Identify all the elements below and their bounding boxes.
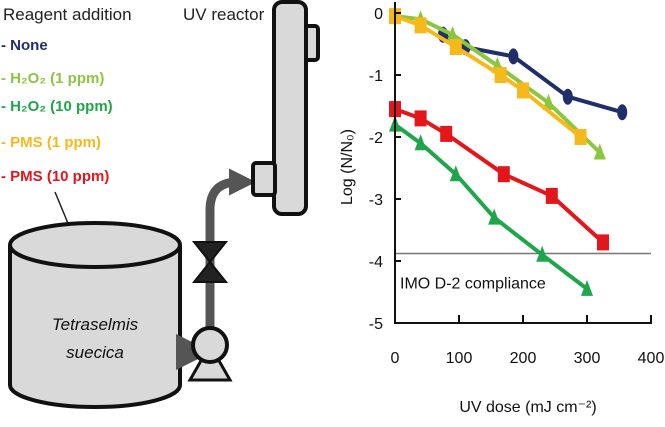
data-point — [440, 125, 453, 142]
data-point — [414, 17, 427, 34]
compliance-annotation: IMO D-2 compliance — [400, 276, 546, 293]
x-tick-label: 300 — [574, 350, 601, 367]
legend-title: Reagent addition — [3, 5, 132, 24]
data-point — [497, 166, 510, 183]
data-point — [449, 165, 462, 182]
legend-item-pms-1ppm: - PMS (1 ppm) — [1, 134, 101, 151]
legend-item-pms-10ppm: - PMS (10 ppm) — [1, 168, 109, 185]
y-tick-label: 0 — [374, 6, 383, 23]
y-axis-label: Log (N/N₀) — [339, 129, 356, 205]
reagent-legend: Reagent addition - None - H₂O₂ (1 ppm) -… — [1, 5, 132, 185]
data-point — [593, 143, 606, 160]
tank-label-line2: suecica — [66, 343, 124, 362]
y-tick-label: -2 — [369, 130, 383, 147]
pump-icon — [187, 326, 233, 382]
x-tick-label: 0 — [391, 350, 400, 367]
data-point — [542, 93, 555, 110]
uv-reactor: UV reactor — [183, 0, 320, 216]
data-point — [536, 245, 549, 262]
data-point — [597, 234, 609, 251]
y-tick-label: -4 — [369, 254, 383, 271]
legend-item-h2o2-1ppm: - H₂O₂ (1 ppm) — [1, 70, 104, 87]
data-point — [508, 48, 519, 65]
series-none — [438, 26, 628, 121]
data-point — [517, 82, 529, 99]
data-point — [414, 134, 427, 151]
data-point — [617, 104, 628, 121]
series-line — [394, 14, 602, 154]
series-pms_10 — [389, 101, 609, 251]
inactivation-chart: IMO D-2 compliance 0 100 200 300 400 0 -1 -2 -3 -… — [339, 2, 664, 416]
culture-tank: Tetraselmis suecica — [8, 221, 182, 409]
x-axis-label: UV dose (mJ cm⁻²) — [459, 399, 596, 416]
data-point — [581, 279, 593, 296]
pump-to-reactor-pipe — [205, 168, 256, 330]
valve-icon — [191, 241, 229, 283]
y-tick-label: -3 — [369, 192, 383, 209]
data-point — [414, 110, 427, 127]
data-point — [562, 88, 573, 105]
series-line — [393, 122, 589, 291]
data-point — [545, 187, 558, 204]
x-tick-label: 400 — [638, 350, 665, 367]
legend-item-none: - None — [1, 37, 48, 54]
data-point — [488, 208, 501, 225]
x-tick-label: 200 — [510, 350, 537, 367]
tank-label-line1: Tetraselmis — [52, 315, 139, 334]
y-tick-label: -5 — [369, 316, 383, 333]
data-point — [574, 129, 587, 145]
data-point — [449, 39, 462, 56]
data-point — [446, 25, 459, 42]
legend-item-h2o2-10ppm: - H₂O₂ (10 ppm) — [1, 98, 113, 115]
y-tick-label: -1 — [369, 68, 383, 85]
reactor-label: UV reactor — [183, 5, 265, 24]
x-tick-label: 100 — [446, 350, 473, 367]
series-h2o2_10 — [389, 115, 593, 296]
data-point — [494, 67, 507, 83]
